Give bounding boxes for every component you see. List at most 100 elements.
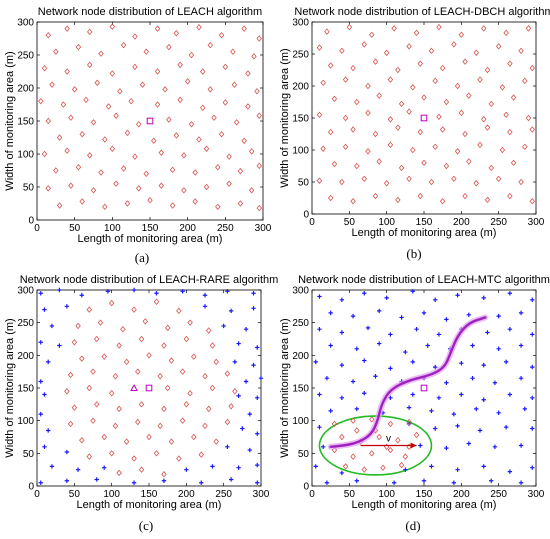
node-marker — [477, 141, 483, 149]
node-marker — [90, 417, 96, 424]
node-marker — [248, 187, 255, 194]
y-tick-label: 300 — [17, 18, 34, 29]
panel-title: Network node distribution of LEACH algor… — [38, 6, 262, 18]
node-marker — [176, 307, 182, 315]
node-marker — [157, 373, 163, 380]
x-tick-label: 100 — [104, 223, 121, 234]
node-marker — [406, 108, 412, 115]
x-tick-label: 50 — [69, 489, 81, 500]
node-marker — [191, 433, 197, 441]
node-marker — [237, 200, 244, 207]
node-marker — [135, 368, 141, 375]
x-tick-label: 150 — [416, 489, 433, 500]
node-marker — [451, 411, 457, 417]
node-marker — [232, 388, 238, 395]
node-marker — [429, 408, 434, 414]
node-marker — [470, 343, 475, 348]
node-marker — [226, 153, 232, 160]
node-marker — [320, 79, 326, 87]
node-marker — [90, 187, 97, 194]
node-marker — [398, 100, 405, 108]
node-marker — [123, 358, 130, 366]
x-axis-label: Length of monitoring area (m) — [352, 227, 497, 239]
node-marker — [198, 451, 204, 458]
node-marker — [46, 359, 51, 365]
node-marker — [485, 330, 490, 335]
node-marker — [328, 408, 333, 414]
x-tick-label: 200 — [453, 217, 470, 228]
x-tick-label: 100 — [378, 217, 395, 228]
node-marker — [256, 162, 262, 170]
node-marker — [372, 58, 379, 65]
node-marker — [176, 455, 182, 462]
node-marker — [403, 467, 408, 472]
node-marker — [458, 31, 465, 39]
node-marker — [361, 466, 367, 473]
node-marker — [313, 359, 318, 365]
node-marker — [388, 366, 393, 371]
node-marker — [362, 391, 367, 396]
node-marker — [254, 88, 260, 95]
node-marker — [102, 465, 107, 470]
node-marker — [154, 101, 161, 108]
node-marker — [213, 438, 219, 445]
node-marker — [350, 126, 356, 133]
node-marker — [327, 128, 334, 136]
node-marker — [202, 293, 208, 298]
node-marker — [56, 134, 63, 141]
node-marker — [225, 289, 230, 294]
node-marker — [376, 158, 382, 165]
node-marker — [331, 95, 338, 103]
y-tick-label: 50 — [23, 449, 35, 460]
node-marker — [518, 47, 524, 55]
node-marker — [362, 358, 367, 363]
node-marker — [417, 128, 423, 136]
node-marker — [45, 117, 52, 125]
node-marker — [503, 425, 509, 430]
node-marker — [79, 437, 85, 444]
x-tick-label: 0 — [34, 489, 40, 500]
node-marker — [354, 98, 360, 106]
node-marker — [317, 327, 322, 332]
node-marker — [68, 182, 74, 189]
node-marker — [154, 25, 161, 32]
node-marker — [135, 418, 141, 426]
node-marker — [79, 130, 85, 138]
node-marker — [503, 111, 509, 119]
panel-title: Network node distribution of LEACH-DBCH … — [294, 6, 550, 18]
x-tick-label: 150 — [142, 223, 159, 234]
node-marker — [166, 43, 172, 51]
node-marker — [181, 187, 187, 194]
node-marker — [169, 202, 176, 209]
node-marker — [120, 325, 126, 333]
node-marker — [436, 332, 442, 337]
node-marker — [361, 41, 367, 48]
node-marker — [79, 198, 85, 205]
node-marker — [451, 41, 457, 48]
node-marker — [251, 291, 256, 296]
node-marker — [406, 175, 412, 183]
node-marker — [230, 48, 236, 55]
y-tick-label: 150 — [292, 384, 309, 395]
node-marker — [42, 307, 47, 312]
node-marker — [245, 103, 251, 110]
node-marker — [90, 368, 96, 375]
node-marker — [410, 146, 416, 154]
node-marker — [233, 119, 240, 126]
node-marker — [317, 425, 322, 430]
node-marker — [112, 422, 119, 430]
node-marker — [180, 289, 185, 294]
node-marker — [138, 466, 145, 473]
node-marker — [142, 318, 148, 325]
node-marker — [339, 470, 345, 476]
caption-a: (a) — [135, 250, 149, 265]
node-marker — [49, 323, 55, 329]
node-marker — [87, 28, 93, 36]
node-marker — [324, 28, 330, 35]
node-marker — [146, 433, 152, 441]
node-marker — [518, 443, 524, 448]
node-marker — [57, 287, 62, 293]
node-marker — [507, 60, 513, 67]
y-tick-label: 250 — [17, 318, 34, 329]
